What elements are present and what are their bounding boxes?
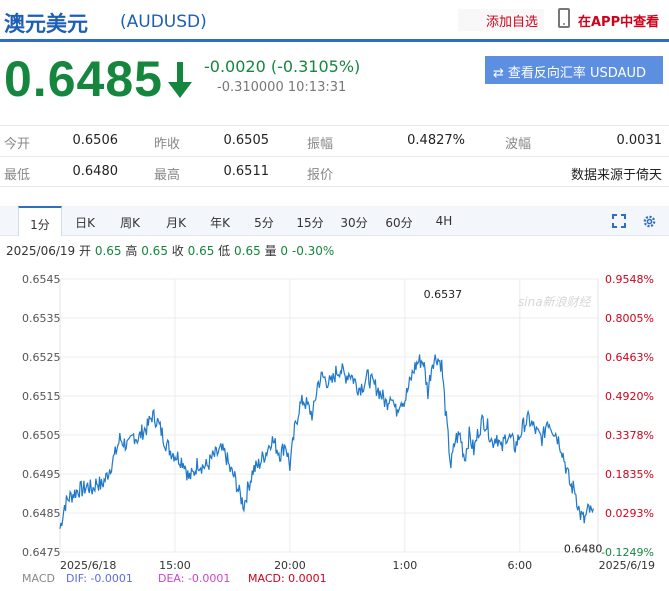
x-tick-label: 15:00 xyxy=(159,559,191,572)
sub-change-value: -0.310000 xyxy=(217,80,284,95)
ohlc-low-label: 低 xyxy=(218,244,231,258)
tab-5min[interactable]: 5分 xyxy=(254,216,274,230)
x-tick-label: 20:00 xyxy=(274,559,306,572)
annotation-high: 0.6537 xyxy=(424,288,463,301)
swap-icon: ⇄ xyxy=(493,66,504,81)
stat-value-low: 0.6480 xyxy=(72,164,119,179)
tab-4h[interactable]: 4H xyxy=(435,214,453,228)
header-bar: 澳元美元 (AUDUSD) 添加自选 在APP中查看 xyxy=(0,0,669,42)
stats-table: 今开 0.6506 昨收 0.6505 振幅 0.4827% 波幅 0.0031… xyxy=(0,125,669,187)
stats-row-2: 最低 0.6480 最高 0.6511 报价 数据来源于倚天 xyxy=(0,156,669,187)
chart-frame xyxy=(59,278,599,553)
ohlc-vol-label: 量 xyxy=(264,244,277,258)
ohlc-close-label: 收 xyxy=(171,244,184,258)
macd-label: MACD xyxy=(22,572,55,585)
symbol-code: (AUDUSD) xyxy=(120,12,207,32)
y-axis-percent: 0.9548% 0.8005% 0.6463% 0.4920% 0.3378% 0.183… xyxy=(601,273,654,559)
stat-label-range: 波幅 xyxy=(505,137,532,152)
tab-30min[interactable]: 30分 xyxy=(340,216,368,230)
y-tick-pct-label: 0.1835% xyxy=(605,468,654,481)
chart-annotations: 0.6537 0.6480 xyxy=(424,288,603,555)
ohlc-close: 0.65 xyxy=(187,244,215,258)
stat-label-high: 最高 xyxy=(154,168,181,183)
phone-icon xyxy=(558,8,570,28)
tab-weekly-k[interactable]: 周K xyxy=(120,216,140,230)
watermark: sina新浪财经 xyxy=(518,295,593,309)
data-source: 数据来源于倚天 xyxy=(570,168,662,183)
y-tick-pct-label: 0.4920% xyxy=(605,390,654,403)
y-axis-price: 0.6545 0.6535 0.6525 0.6515 0.6505 0.6495 0.64… xyxy=(22,273,61,559)
tab-monthly-k[interactable]: 月K xyxy=(166,216,186,230)
ohlc-open-label: 开 xyxy=(79,244,92,258)
y-tick-pct-label: 0.6463% xyxy=(605,351,654,364)
stat-value-open: 0.6506 xyxy=(72,133,119,148)
y-tick-pct-label: 0.3378% xyxy=(605,429,654,442)
y-tick-label: 0.6535 xyxy=(22,312,61,325)
price-change: -0.0020 (-0.3105%) xyxy=(204,57,361,76)
stat-label-amplitude: 振幅 xyxy=(307,137,334,152)
x-tick-label: 6:00 xyxy=(507,559,532,572)
view-in-app-link[interactable]: 在APP中查看 xyxy=(578,15,660,30)
ohlc-pct: -0.30% xyxy=(291,244,335,258)
ohlc-high-label: 高 xyxy=(125,244,138,258)
chart-grid xyxy=(59,278,599,553)
tab-1min[interactable]: 1分 xyxy=(18,206,62,236)
x-tick-label: 2025/6/19 xyxy=(599,559,655,572)
stat-label-prev-close: 昨收 xyxy=(154,137,181,152)
annotation-low: 0.6480 xyxy=(564,543,603,556)
x-tick-label: 1:00 xyxy=(393,559,418,572)
y-tick-pct-label: 0.9548% xyxy=(605,273,654,286)
macd-legend: MACD DIF: -0.0001 DEA: -0.0001 MACD: 0.0… xyxy=(22,572,327,585)
y-tick-label: 0.6525 xyxy=(22,351,61,364)
tab-60min[interactable]: 60分 xyxy=(385,216,413,230)
intraday-chart[interactable]: 0.6545 0.6535 0.6525 0.6515 0.6505 0.6495 0.64… xyxy=(0,262,669,591)
change-subline: -0.310000 10:13:31 xyxy=(217,80,346,95)
fullscreen-icon[interactable] xyxy=(612,214,626,228)
y-tick-pct-label: 0.8005% xyxy=(605,312,654,325)
stat-label-quote: 报价 xyxy=(307,168,334,183)
ohlc-summary: 2025/06/19 开 0.65 高 0.65 收 0.65 低 0.65 量… xyxy=(6,242,334,259)
y-tick-label: 0.6515 xyxy=(22,390,61,403)
reverse-rate-label: 查看反向汇率 USDAUD xyxy=(507,66,647,81)
stat-value-high: 0.6511 xyxy=(223,164,270,179)
x-axis-time: 2025/6/18 15:00 20:00 1:00 6:00 2025/6/19 xyxy=(60,559,655,572)
macd-dif: DIF: -0.0001 xyxy=(66,572,133,585)
add-watchlist-button[interactable]: 添加自选 xyxy=(458,9,545,31)
tab-yearly-k[interactable]: 年K xyxy=(210,216,230,230)
y-tick-pct-label: -0.1249% xyxy=(601,546,654,559)
price-series-line xyxy=(59,354,594,529)
ohlc-date: 2025/06/19 xyxy=(6,244,76,258)
macd-value: MACD: 0.0001 xyxy=(248,572,327,585)
reverse-rate-button[interactable]: ⇄ 查看反向汇率 USDAUD xyxy=(485,56,663,84)
gear-icon[interactable] xyxy=(642,214,657,229)
x-tick-label: 2025/6/18 xyxy=(60,559,116,572)
y-tick-label: 0.6485 xyxy=(22,507,61,520)
y-tick-label: 0.6475 xyxy=(22,546,61,559)
y-tick-label: 0.6495 xyxy=(22,468,61,481)
stat-value-prev-close: 0.6505 xyxy=(223,133,270,148)
quote-time: 10:13:31 xyxy=(287,80,347,95)
ohlc-high: 0.65 xyxy=(141,244,168,258)
y-tick-label: 0.6505 xyxy=(22,429,61,442)
current-price: 0.6485 xyxy=(4,51,163,107)
tab-daily-k[interactable]: 日K xyxy=(75,216,95,230)
chart-period-tabs: 1分 日K 周K 月K 年K 5分 15分 30分 60分 4H xyxy=(0,206,669,236)
y-tick-pct-label: 0.0293% xyxy=(605,507,654,520)
stat-value-amplitude: 0.4827% xyxy=(407,133,465,148)
ohlc-open: 0.65 xyxy=(94,244,122,258)
stat-label-open: 今开 xyxy=(4,137,31,152)
tab-15min[interactable]: 15分 xyxy=(296,216,324,230)
page-title: 澳元美元 xyxy=(4,12,88,36)
y-tick-label: 0.6545 xyxy=(22,273,61,286)
macd-dea: DEA: -0.0001 xyxy=(158,572,230,585)
down-arrow-icon xyxy=(168,62,192,98)
ohlc-low: 0.65 xyxy=(234,244,261,258)
stat-value-range: 0.0031 xyxy=(616,133,663,148)
stats-row-1: 今开 0.6506 昨收 0.6505 振幅 0.4827% 波幅 0.0031 xyxy=(0,125,669,156)
stat-label-low: 最低 xyxy=(4,168,31,183)
ohlc-vol: 0 xyxy=(280,244,289,258)
